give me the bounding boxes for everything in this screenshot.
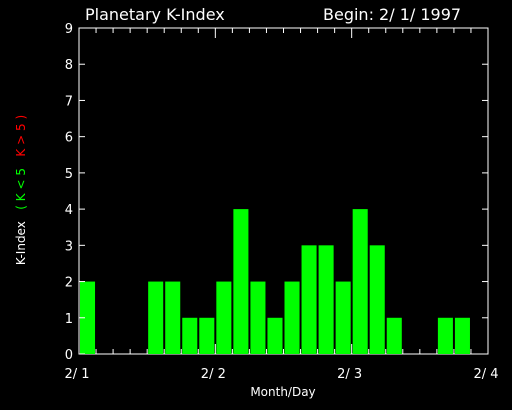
chart-title: Planetary K-Index <box>85 5 225 24</box>
y-tick-label: 2 <box>65 276 73 291</box>
bar <box>301 245 317 354</box>
bar <box>165 281 181 354</box>
y-tick-label: 1 <box>65 312 73 327</box>
bar <box>352 209 368 354</box>
bar <box>267 317 283 354</box>
bar <box>386 317 402 354</box>
y-axis-label: K-Index ( K < 5 K > 5 ) <box>14 115 28 265</box>
y-axis-ticks: 0 1 2 3 4 5 6 7 8 9 <box>65 22 488 363</box>
bar <box>335 281 351 354</box>
y-axis-label-close: ) <box>14 115 28 120</box>
y-tick-label: 5 <box>65 167 73 182</box>
x-tick-label: 2/ 1 <box>64 367 89 382</box>
y-tick-label: 6 <box>65 131 73 146</box>
bar <box>250 281 266 354</box>
bar <box>318 245 334 354</box>
y-tick-label: 0 <box>65 348 73 363</box>
x-tick-label: 2/ 3 <box>337 367 362 382</box>
y-axis-label-high: K > 5 <box>14 123 28 156</box>
bar <box>454 317 470 354</box>
bar <box>199 317 215 354</box>
y-axis-label-low: K < 5 <box>14 168 28 201</box>
bar <box>216 281 232 354</box>
bar <box>233 209 249 354</box>
x-axis-label: Month/Day <box>250 385 315 399</box>
y-tick-label: 7 <box>65 94 73 109</box>
x-tick-label: 2/ 4 <box>473 367 498 382</box>
y-tick-label: 8 <box>65 58 73 73</box>
y-tick-label: 9 <box>65 22 73 37</box>
chart-subtitle: Begin: 2/ 1/ 1997 <box>323 5 461 24</box>
bar <box>148 281 164 354</box>
x-tick-label: 2/ 2 <box>201 367 226 382</box>
y-axis-label-open: ( <box>14 205 28 210</box>
bar <box>182 317 198 354</box>
x-axis-ticks: 2/ 1 2/ 2 2/ 3 2/ 4 <box>64 28 499 382</box>
y-tick-label: 4 <box>65 203 73 218</box>
y-tick-label: 3 <box>65 239 73 254</box>
bar <box>369 245 385 354</box>
bar-series <box>80 209 470 354</box>
y-axis-label-text: K-Index <box>14 221 28 265</box>
bar <box>437 317 453 354</box>
bar <box>80 281 96 354</box>
bar <box>284 281 300 354</box>
